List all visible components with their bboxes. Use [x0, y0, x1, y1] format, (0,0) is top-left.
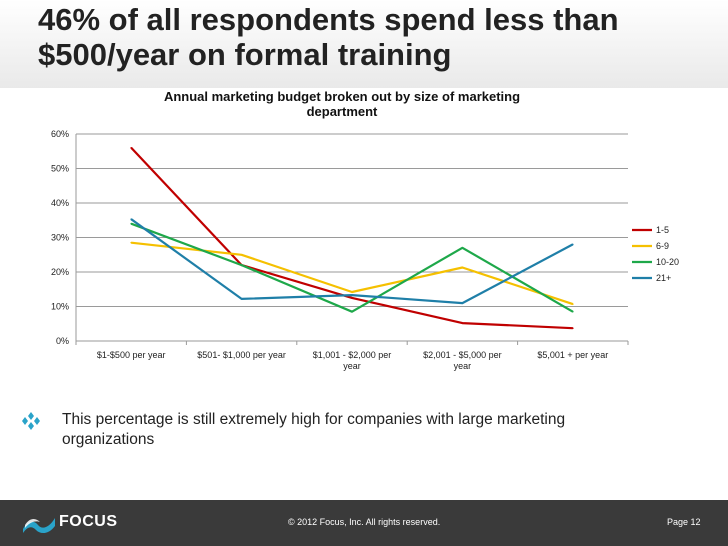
data-point-1-5 [461, 322, 464, 324]
title-band: 46% of all respondents spend less than $… [0, 0, 728, 88]
legend-label: 1-5 [656, 225, 669, 235]
diamond-bullet-icon [22, 412, 40, 430]
data-point-10-20 [461, 247, 464, 249]
footer: FOCUS © 2012 Focus, Inc. All rights rese… [0, 500, 728, 546]
y-tick-label: 20% [51, 267, 69, 277]
data-point-21+ [130, 218, 132, 221]
data-point-6-9 [351, 291, 353, 293]
legend-label: 10-20 [656, 257, 679, 267]
series-line-21+ [130, 218, 574, 305]
chart-title-line: Annual marketing budget broken out by si… [164, 89, 520, 104]
data-point-1-5 [130, 147, 132, 149]
x-tick-label: year [343, 361, 361, 371]
legend-label: 21+ [656, 273, 671, 283]
x-tick-label: year [454, 361, 472, 371]
y-tick-label: 30% [51, 233, 69, 243]
page-number: Page 12 [667, 517, 701, 527]
x-tick-label: $1-$500 per year [97, 350, 166, 360]
data-point-6-9 [461, 266, 464, 269]
y-tick-label: 50% [51, 164, 69, 174]
legend-label: 6-9 [656, 241, 669, 251]
data-point-6-9 [240, 253, 243, 256]
x-tick-label: $501- $1,000 per year [197, 350, 286, 360]
y-tick-label: 40% [51, 198, 69, 208]
data-point-10-20 [130, 222, 132, 225]
y-tick-label: 0% [56, 336, 69, 346]
data-point-6-9 [572, 303, 574, 305]
data-point-21+ [572, 243, 574, 246]
x-tick-label: $1,001 - $2,000 per [313, 350, 392, 360]
data-point-1-5 [351, 297, 353, 299]
chart-title-line: department [307, 104, 378, 119]
data-point-10-20 [240, 264, 243, 266]
data-point-10-20 [572, 310, 574, 313]
copyright: © 2012 Focus, Inc. All rights reserved. [288, 517, 441, 527]
slide-title: 46% of all respondents spend less than $… [38, 2, 619, 72]
logo-text: FOCUS [59, 513, 118, 530]
data-point-21+ [240, 298, 243, 300]
data-point-1-5 [572, 327, 574, 330]
x-tick-label: $5,001 + per year [537, 350, 608, 360]
focus-logo-icon [23, 518, 55, 534]
bullet-text: This percentage is still extremely high … [62, 411, 566, 448]
data-point-21+ [461, 302, 464, 304]
y-tick-label: 60% [51, 129, 69, 139]
data-point-10-20 [351, 310, 353, 313]
line-chart: Annual marketing budget broken out by si… [51, 89, 679, 371]
y-tick-label: 10% [51, 302, 69, 312]
data-point-6-9 [130, 241, 132, 244]
x-tick-label: $2,001 - $5,000 per [423, 350, 502, 360]
data-point-21+ [351, 294, 353, 296]
